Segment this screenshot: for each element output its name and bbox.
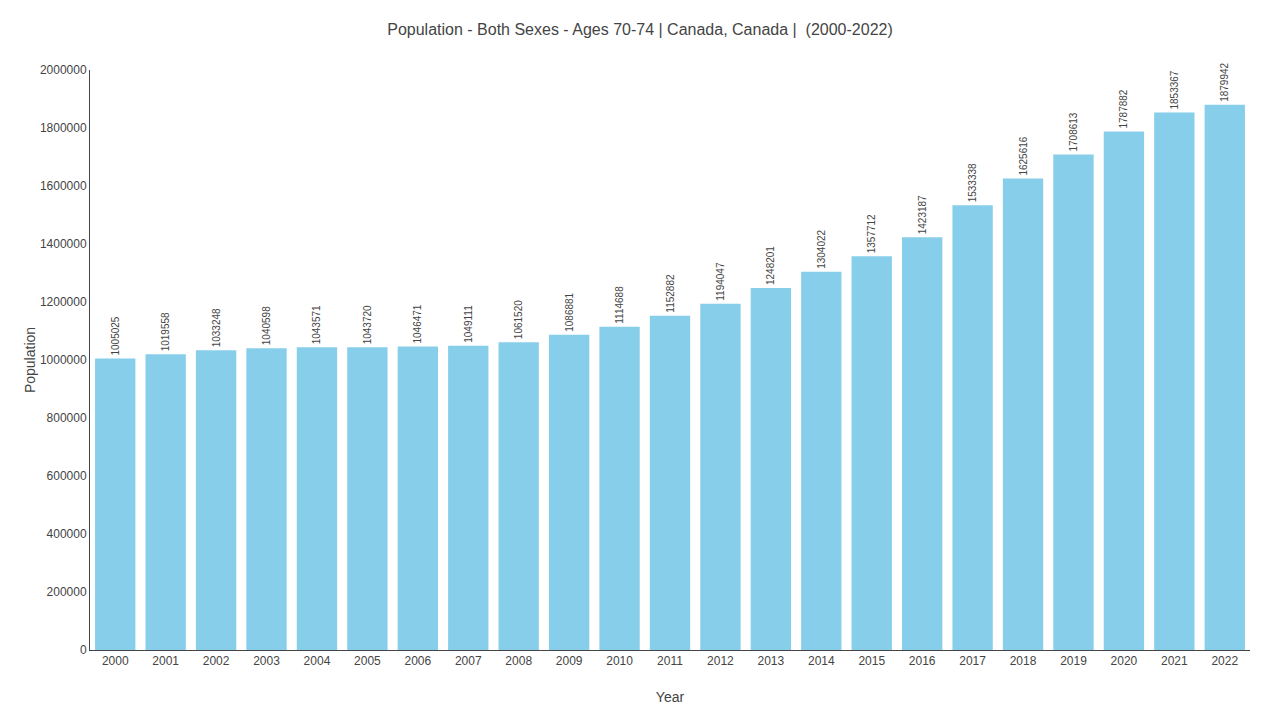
svg-text:2000: 2000: [102, 654, 129, 668]
svg-text:1019558: 1019558: [160, 312, 171, 351]
svg-text:1800000: 1800000: [40, 121, 87, 135]
svg-text:1625616: 1625616: [1018, 136, 1029, 175]
svg-text:1086881: 1086881: [564, 292, 575, 331]
svg-text:1200000: 1200000: [40, 295, 87, 309]
svg-text:1043720: 1043720: [362, 305, 373, 344]
svg-text:2007: 2007: [455, 654, 482, 668]
svg-text:2009: 2009: [556, 654, 583, 668]
svg-text:2010: 2010: [606, 654, 633, 668]
svg-text:0: 0: [80, 643, 87, 657]
svg-text:1600000: 1600000: [40, 179, 87, 193]
svg-text:1423187: 1423187: [917, 195, 928, 234]
svg-text:1194047: 1194047: [715, 262, 726, 301]
svg-text:2019: 2019: [1060, 654, 1087, 668]
svg-text:2022: 2022: [1211, 654, 1238, 668]
svg-text:1005025: 1005025: [110, 316, 121, 355]
svg-text:2017: 2017: [959, 654, 986, 668]
svg-text:2001: 2001: [152, 654, 179, 668]
svg-text:1304022: 1304022: [816, 229, 827, 268]
svg-text:2004: 2004: [304, 654, 331, 668]
svg-text:2005: 2005: [354, 654, 381, 668]
svg-text:1049111: 1049111: [463, 305, 474, 343]
svg-text:2021: 2021: [1161, 654, 1188, 668]
svg-text:2011: 2011: [657, 654, 683, 668]
svg-text:1533338: 1533338: [967, 163, 978, 202]
svg-text:2008: 2008: [505, 654, 532, 668]
svg-text:2013: 2013: [758, 654, 785, 668]
svg-text:1000000: 1000000: [40, 353, 87, 367]
svg-text:Population - Both Sexes - Ages: Population - Both Sexes - Ages 70-74 | C…: [387, 21, 893, 38]
svg-text:2000000: 2000000: [40, 63, 87, 77]
svg-text:2014: 2014: [808, 654, 835, 668]
svg-text:2003: 2003: [253, 654, 280, 668]
svg-text:1043571: 1043571: [311, 305, 322, 344]
svg-text:1400000: 1400000: [40, 237, 87, 251]
svg-text:1787882: 1787882: [1118, 89, 1129, 128]
svg-text:1853367: 1853367: [1169, 70, 1180, 109]
svg-text:1248201: 1248201: [765, 246, 776, 285]
svg-text:1046471: 1046471: [412, 304, 423, 343]
svg-text:2006: 2006: [404, 654, 431, 668]
svg-text:Year: Year: [656, 689, 685, 705]
svg-text:1357712: 1357712: [866, 214, 877, 253]
svg-text:1061520: 1061520: [513, 300, 524, 339]
svg-text:200000: 200000: [47, 585, 87, 599]
svg-text:2020: 2020: [1111, 654, 1138, 668]
svg-text:2015: 2015: [858, 654, 885, 668]
svg-text:600000: 600000: [47, 469, 87, 483]
svg-text:2002: 2002: [203, 654, 230, 668]
svg-text:1708613: 1708613: [1068, 112, 1079, 151]
svg-text:1152882: 1152882: [665, 274, 676, 313]
svg-text:1114688: 1114688: [614, 286, 625, 324]
svg-text:2016: 2016: [909, 654, 936, 668]
svg-text:Population: Population: [22, 327, 38, 393]
svg-text:400000: 400000: [47, 527, 87, 541]
svg-text:1879942: 1879942: [1219, 62, 1230, 101]
svg-text:800000: 800000: [47, 411, 87, 425]
svg-text:1040598: 1040598: [261, 306, 272, 345]
svg-text:2018: 2018: [1010, 654, 1037, 668]
svg-text:1033248: 1033248: [211, 308, 222, 347]
svg-text:2012: 2012: [707, 654, 734, 668]
